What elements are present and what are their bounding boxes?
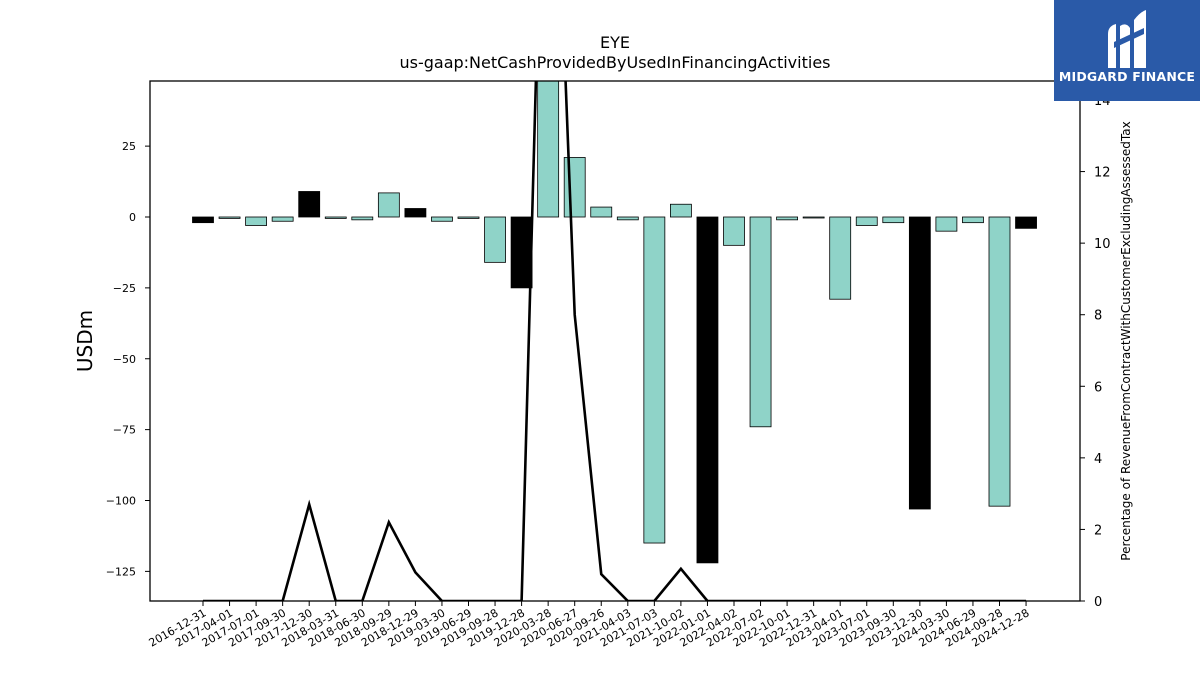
series-line <box>203 81 1027 601</box>
y-tick-label: 25 <box>122 140 136 153</box>
bar <box>404 208 427 218</box>
bar <box>590 206 613 218</box>
plot-frame <box>149 80 1081 602</box>
bar <box>962 216 984 224</box>
bar <box>484 216 506 263</box>
bar <box>537 81 560 218</box>
brand-name: MIDGARD FINANCE <box>1058 69 1196 84</box>
bar <box>855 216 878 226</box>
y2-tick-label: 8 <box>1094 309 1102 324</box>
bar <box>802 216 825 219</box>
bar <box>723 216 745 246</box>
bar <box>377 192 400 218</box>
y-tick-label: −125 <box>106 565 136 578</box>
bar <box>749 216 772 428</box>
bar <box>324 216 347 219</box>
bar <box>643 216 666 544</box>
bar <box>908 216 931 510</box>
brand-logo: MIDGARD FINANCE <box>1054 0 1200 101</box>
chart-title: EYE <box>600 33 630 52</box>
bar <box>988 216 1011 507</box>
bar <box>696 216 719 564</box>
bar <box>935 216 958 232</box>
bar <box>563 157 586 218</box>
y-tick-label: −100 <box>106 495 136 508</box>
x-axis-ticks: 2016-12-312017-04-012017-07-012017-09-30… <box>147 601 1032 650</box>
left-axis-ticks: 25 0 −25 −50 −75 −100 −125 <box>106 140 150 578</box>
y-axis-label: USDm <box>73 310 97 372</box>
y-tick-label: −50 <box>113 353 136 366</box>
bar <box>271 216 294 222</box>
y2-tick-label: 0 <box>1094 595 1102 610</box>
y2-tick-label: 2 <box>1094 523 1102 538</box>
bar <box>218 216 241 219</box>
y2-tick-label: 12 <box>1094 166 1111 181</box>
y-tick-label: 0 <box>129 211 136 224</box>
bar <box>510 216 533 289</box>
bar <box>670 203 692 218</box>
bar <box>192 216 214 224</box>
bar <box>245 216 268 226</box>
chart-subtitle: us-gaap:NetCashProvidedByUsedInFinancing… <box>399 53 830 72</box>
y-tick-label: −75 <box>113 424 136 437</box>
y2-tick-label: 4 <box>1094 452 1102 467</box>
bar <box>1015 216 1037 229</box>
bar <box>298 191 321 218</box>
line-layer <box>203 81 1027 601</box>
bar <box>882 216 905 224</box>
bar <box>431 216 453 222</box>
midgard-logo-icon <box>1108 10 1146 68</box>
bars-layer <box>192 81 1037 564</box>
y2-tick-label: 6 <box>1094 380 1102 395</box>
y2-axis-label: Percentage of RevenueFromContractWithCus… <box>1119 121 1133 560</box>
bar <box>616 216 639 221</box>
bar <box>457 216 480 219</box>
y-tick-label: −25 <box>113 282 136 295</box>
bar <box>829 216 852 300</box>
bar <box>351 216 374 221</box>
y2-tick-label: 10 <box>1094 237 1111 252</box>
bar <box>776 216 798 221</box>
